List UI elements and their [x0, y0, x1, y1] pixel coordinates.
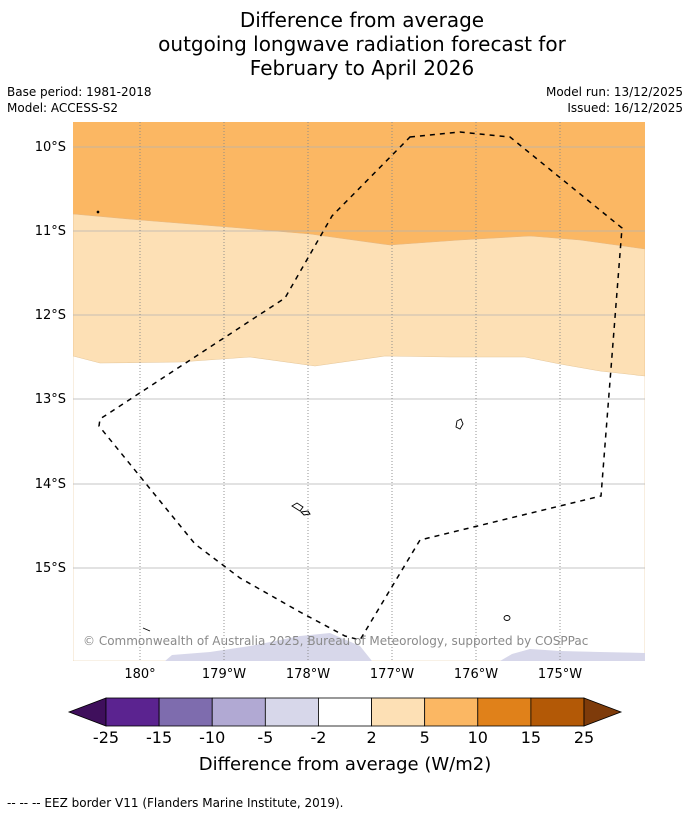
- lat-label-10s: 10°S: [35, 140, 66, 155]
- colorbar: [67, 697, 623, 727]
- colorbar-segment: [371, 697, 426, 727]
- lat-label-13s: 13°S: [35, 392, 66, 407]
- lon-label-175w: 175°W: [538, 667, 582, 682]
- lon-label-177w: 177°W: [370, 667, 414, 682]
- lat-label-14s: 14°S: [35, 477, 66, 492]
- colorbar-tick-label: -10: [199, 728, 225, 747]
- lon-label-178w: 178°W: [286, 667, 330, 682]
- island-4: [503, 615, 511, 621]
- island-6: [96, 210, 100, 214]
- title-line-1: Difference from average: [239, 8, 485, 32]
- colorbar-tick-label: 5: [420, 728, 430, 747]
- islands: [96, 210, 511, 632]
- title-line-2: outgoing longwave radiation forecast for: [158, 32, 566, 56]
- model-run: Model run: 13/12/2025: [545, 85, 683, 99]
- lon-label-176w: 176°W: [454, 667, 498, 682]
- anomaly-band-neutral: [73, 355, 645, 661]
- lon-labels: 180° 179°W 178°W 177°W 176°W 175°W: [124, 667, 582, 682]
- colorbar-segment: [477, 697, 532, 727]
- island-5: [142, 627, 151, 632]
- colorbar-tick-label: 15: [521, 728, 541, 747]
- meta-left: Base period: 1981-2018 Model: ACCESS-S2: [7, 84, 152, 116]
- anomaly-patch-neg-2: [500, 649, 645, 661]
- colorbar-tick-labels: -25 -15 -10 -5 -2 2 5 10 15 25: [93, 728, 594, 747]
- anomaly-patch-neg-1: [165, 633, 372, 661]
- colorbar-extend-high: [583, 697, 623, 727]
- title-line-3: February to April 2026: [249, 56, 475, 80]
- lat-label-12s: 12°S: [35, 308, 66, 323]
- colorbar-tick-label: -25: [93, 728, 119, 747]
- lon-label-179w: 179°W: [202, 667, 246, 682]
- lat-gridlines: [73, 146, 645, 569]
- meta-right: Model run: 13/12/2025 Issued: 16/12/2025: [546, 84, 683, 116]
- island-2: [291, 502, 304, 512]
- colorbar-segment: [211, 697, 266, 727]
- chart-title: Difference from average outgoing longwav…: [0, 8, 690, 80]
- lat-labels: 10°S 11°S 12°S 13°S 14°S 15°S: [35, 140, 66, 576]
- colorbar-title: Difference from average (W/m2): [199, 754, 491, 775]
- eez-footnote: -- -- -- EEZ border V11 (Flanders Marine…: [7, 796, 344, 810]
- copyright-text: © Commonwealth of Australia 2025, Bureau…: [83, 634, 588, 648]
- lat-label-11s: 11°S: [35, 224, 66, 239]
- island-1: [455, 418, 464, 430]
- model-name: Model: ACCESS-S2: [7, 101, 119, 115]
- colorbar-segment: [424, 697, 479, 727]
- colorbar-tick-label: 10: [468, 728, 488, 747]
- map-area: © Commonwealth of Australia 2025, Bureau…: [73, 122, 645, 661]
- colorbar-tick-label: -2: [310, 728, 326, 747]
- colorbar-tick-label: 2: [366, 728, 376, 747]
- colorbar-tick-label: 25: [574, 728, 594, 747]
- colorbar-segment: [158, 697, 213, 727]
- colorbar-segment: [105, 697, 160, 727]
- eez-border: [98, 131, 623, 641]
- colorbar-segment: [264, 697, 319, 727]
- colorbar-segment: [318, 697, 372, 727]
- island-3: [300, 510, 311, 516]
- colorbar-tick-label: -15: [146, 728, 172, 747]
- lat-label-15s: 15°S: [35, 561, 66, 576]
- lon-label-180: 180°: [124, 667, 155, 682]
- base-period: Base period: 1981-2018: [7, 85, 152, 99]
- issued-date: Issued: 16/12/2025: [567, 101, 683, 115]
- colorbar-tick-label: -5: [257, 728, 273, 747]
- colorbar-extend-low: [67, 697, 107, 727]
- colorbar-segment: [530, 697, 585, 727]
